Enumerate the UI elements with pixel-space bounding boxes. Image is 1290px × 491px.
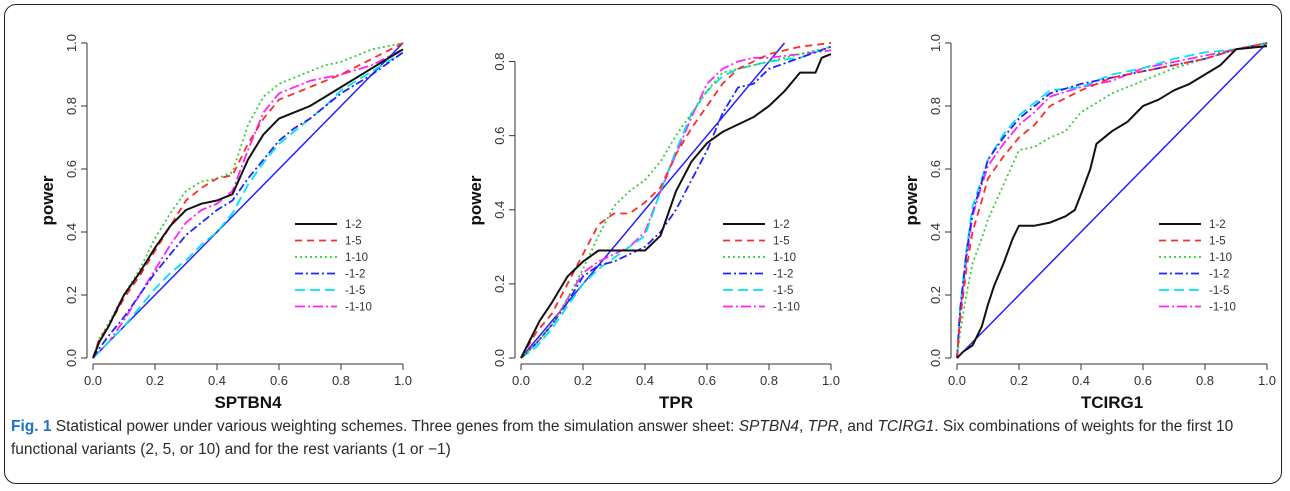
y-tick-label: 0.6 <box>64 160 79 178</box>
series-line-3 <box>956 42 1268 359</box>
chart-panels: 0.0 0.2 0.4 0.6 0.8 1.0 0.0 0.2 0.4 0.6 0.8 1.0 SPTB… <box>5 5 1281 409</box>
reference-diagonal-line <box>956 42 1268 359</box>
y-tick-label: 1.0 <box>64 34 79 52</box>
legend-label: -1-5 <box>345 285 365 297</box>
series-line-4 <box>956 42 1268 359</box>
caption-gene-3: TCIRG1 <box>877 418 935 435</box>
legend-label: -1-5 <box>773 285 793 297</box>
chart-panel-3: 0.0 0.2 0.4 0.6 0.8 1.0 0.0 0.2 0.4 0.6 0.8 1.0 TCIR… <box>902 34 1276 409</box>
x-tick-label: 1.0 <box>394 373 412 388</box>
y-tick-label: 0.6 <box>492 127 507 145</box>
x-tick-label: 0.2 <box>1010 373 1028 388</box>
y-tick-label: 0.4 <box>64 223 79 241</box>
legend-label: -1-2 <box>345 269 365 281</box>
caption-sep-2: , and <box>838 418 878 435</box>
caption-text-a: Statistical power under various weightin… <box>51 418 739 435</box>
x-tick-label: 1.0 <box>1258 373 1276 388</box>
series-line-5 <box>956 42 1268 359</box>
y-tick-label: 0.4 <box>928 223 943 241</box>
x-tick-label: 0.0 <box>512 373 530 388</box>
y-tick-label: 0.8 <box>492 52 507 70</box>
y-tick-label: 0.0 <box>928 349 943 367</box>
figure-frame: 0.0 0.2 0.4 0.6 0.8 1.0 0.0 0.2 0.4 0.6 0.8 1.0 SPTB… <box>4 4 1282 484</box>
x-tick-label: 0.8 <box>760 373 778 388</box>
legend-label: 1-2 <box>773 219 790 231</box>
legend-label: 1-2 <box>345 219 362 231</box>
x-tick-label: 0.6 <box>270 373 288 388</box>
y-tick-label: 0.8 <box>928 97 943 115</box>
legend-label: 1-2 <box>1209 219 1226 231</box>
x-axis-title: TPR <box>659 393 693 409</box>
legend-label: -1-10 <box>1209 302 1236 314</box>
legend-label: -1-10 <box>345 302 372 314</box>
y-tick-label: 0.2 <box>928 286 943 304</box>
x-tick-label: 0.0 <box>948 373 966 388</box>
series-line-4 <box>92 51 404 359</box>
charts-svg: 0.0 0.2 0.4 0.6 0.8 1.0 0.0 0.2 0.4 0.6 0.8 1.0 SPTB… <box>38 34 1276 409</box>
y-tick-label: 0.6 <box>928 160 943 178</box>
series-line-6 <box>956 42 1268 359</box>
caption-text-b: . Six combinations of weights for the fi… <box>11 418 1234 458</box>
series-line-5 <box>92 51 404 359</box>
y-tick-label: 0.8 <box>64 97 79 115</box>
y-tick-label: 0.4 <box>492 201 507 219</box>
series-line-2 <box>956 42 1268 359</box>
y-tick-label: 0.2 <box>492 275 507 293</box>
chart-panel-2: 0.0 0.2 0.4 0.6 0.8 1.0 0.0 0.2 0.4 0.6 0.8 TPR powe… <box>466 42 840 409</box>
x-tick-label: 0.0 <box>84 373 102 388</box>
x-tick-label: 0.4 <box>208 373 226 388</box>
series-line-3 <box>520 45 832 359</box>
legend-label: 1-5 <box>345 236 362 248</box>
x-tick-label: 1.0 <box>822 373 840 388</box>
legend-label: 1-5 <box>773 236 790 248</box>
series-line-2 <box>92 42 404 359</box>
reference-diagonal-line <box>92 42 404 359</box>
x-tick-label: 0.6 <box>698 373 716 388</box>
caption-gene-2: TPR <box>807 418 839 435</box>
x-axis-title: TCIRG1 <box>1081 393 1143 409</box>
y-tick-label: 0.0 <box>64 349 79 367</box>
x-tick-label: 0.4 <box>636 373 654 388</box>
x-tick-label: 0.8 <box>332 373 350 388</box>
chart-panel-1: 0.0 0.2 0.4 0.6 0.8 1.0 0.0 0.2 0.4 0.6 0.8 1.0 SPTB… <box>38 34 412 409</box>
legend-label: 1-5 <box>1209 236 1226 248</box>
legend-label: -1-2 <box>773 269 793 281</box>
y-axis-title: power <box>902 175 921 225</box>
x-tick-label: 0.8 <box>1196 373 1214 388</box>
legend-label: -1-5 <box>1209 285 1229 297</box>
x-tick-label: 0.2 <box>574 373 592 388</box>
y-tick-label: 0.0 <box>492 349 507 367</box>
y-tick-label: 0.2 <box>64 286 79 304</box>
x-tick-label: 0.6 <box>1134 373 1152 388</box>
x-axis-title: SPTBN4 <box>214 393 282 409</box>
legend-label: 1-10 <box>773 252 796 264</box>
caption-gene-1: SPTBN4 <box>738 418 800 435</box>
series-line-1 <box>520 53 832 359</box>
legend-label: -1-10 <box>773 302 800 314</box>
legend-label: 1-10 <box>1209 252 1232 264</box>
x-tick-label: 0.2 <box>146 373 164 388</box>
figure-caption: Fig. 1 Statistical power under various w… <box>11 415 1271 461</box>
legend-label: 1-10 <box>345 252 368 264</box>
x-tick-label: 0.4 <box>1072 373 1090 388</box>
y-axis-title: power <box>38 175 57 225</box>
series-line-1 <box>92 48 404 359</box>
series-line-1 <box>956 45 1268 359</box>
y-axis-title: power <box>466 175 485 225</box>
series-line-2 <box>520 42 832 359</box>
series-line-4 <box>520 45 832 359</box>
caption-sep-1: , <box>799 418 808 435</box>
y-tick-label: 1.0 <box>928 34 943 52</box>
legend-label: -1-2 <box>1209 269 1229 281</box>
caption-label: Fig. 1 <box>11 418 52 435</box>
